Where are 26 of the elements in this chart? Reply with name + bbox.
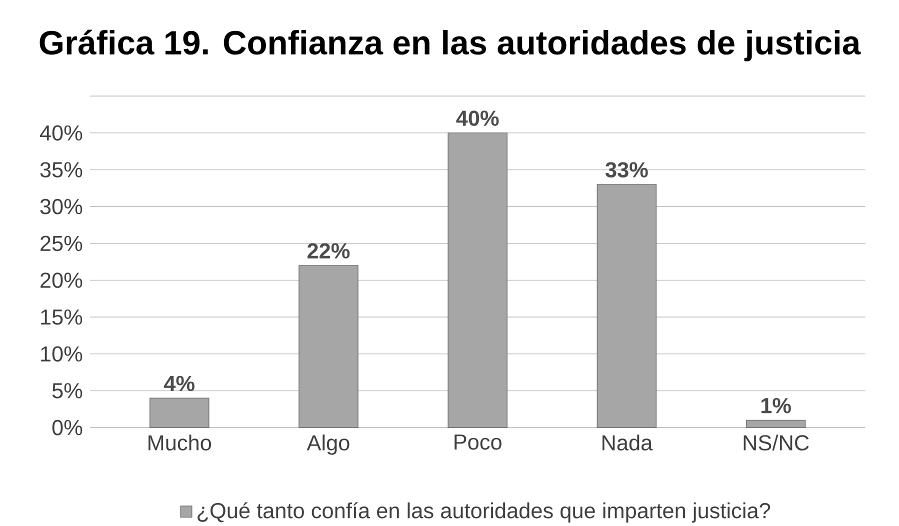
x-tick-label: Algo <box>306 434 350 455</box>
y-tick-label: 30% <box>40 198 82 214</box>
bar <box>149 398 210 428</box>
legend-label: ¿Qué tanto confía en las autoridades que imparten justicia? <box>198 502 770 523</box>
data-label: 33% <box>605 162 648 178</box>
x-tick-label: Nada <box>602 434 653 451</box>
data-label: 22% <box>307 243 350 259</box>
y-tick-label: 10% <box>41 346 82 362</box>
y-tick-label: 35% <box>40 162 82 178</box>
y-tick-label: 20% <box>40 272 82 288</box>
chart-title: Gráfica 19. Confianza en las autoridades de justicia <box>40 30 861 62</box>
bar <box>746 420 806 428</box>
y-tick-label: 25% <box>40 236 82 252</box>
data-label: 4% <box>164 376 194 392</box>
x-tick-label: NS/NC <box>744 434 809 451</box>
y-tick-label: 15% <box>41 310 82 325</box>
y-tick-label: 0% <box>52 420 82 436</box>
bar <box>298 265 358 428</box>
data-label: 40% <box>456 110 499 126</box>
bar <box>448 132 508 428</box>
y-tick-label: 40% <box>40 125 82 141</box>
bar <box>596 184 657 428</box>
x-tick-label: Poco <box>454 434 502 450</box>
x-tick-label: Mucho <box>148 434 212 451</box>
y-tick-label: 5% <box>52 383 82 398</box>
data-label: 1% <box>761 398 791 414</box>
